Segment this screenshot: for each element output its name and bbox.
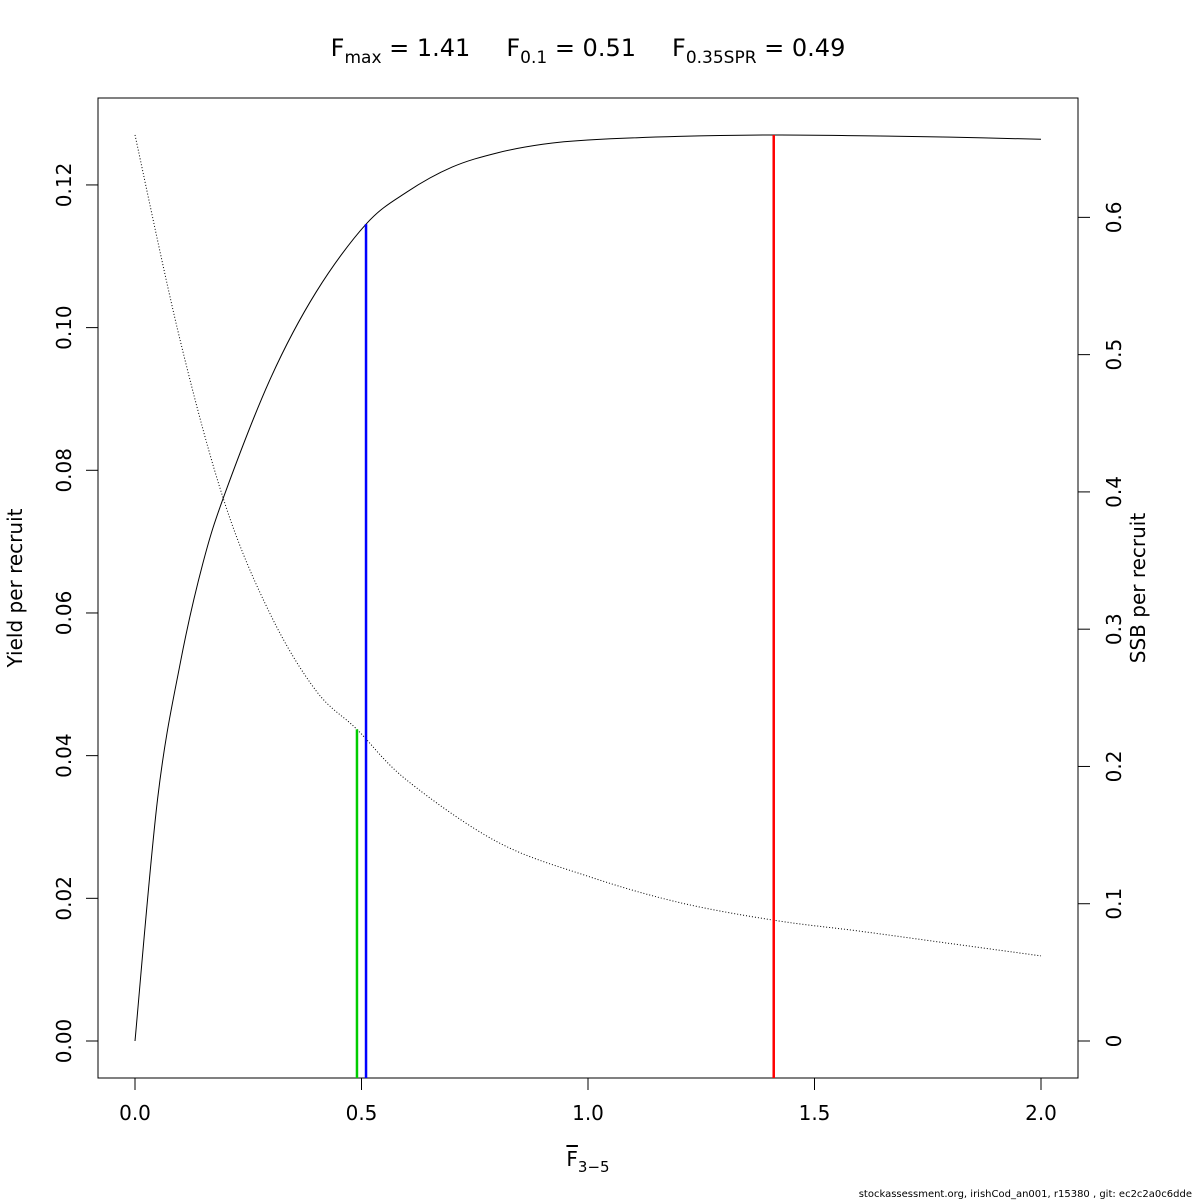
y-left-axis-label: Yield per recruit bbox=[3, 508, 27, 668]
y-left-tick-label: 0.12 bbox=[52, 163, 76, 208]
footnote: stockassessment.org, irishCod_an001, r15… bbox=[859, 1189, 1192, 1200]
x-tick-label: 0.0 bbox=[119, 1101, 151, 1125]
x-tick-label: 1.5 bbox=[799, 1101, 831, 1125]
y-right-axis-label: SSB per recruit bbox=[1126, 513, 1150, 664]
y-right-tick-label: 0.2 bbox=[1102, 751, 1126, 783]
y-right-axis: 0 0.1 0.2 0.3 0.4 0.5 0.6 bbox=[1077, 201, 1126, 1048]
y-left-axis: 0.00 0.02 0.04 0.06 0.08 0.10 0.12 bbox=[52, 163, 99, 1064]
reference-lines bbox=[355, 135, 775, 1078]
x-axis: 0.0 0.5 1.0 1.5 2.0 bbox=[119, 1077, 1057, 1125]
title-part: F bbox=[506, 34, 520, 62]
ssb-per-recruit-line bbox=[134, 134, 1042, 957]
title-value: = 1.41 bbox=[382, 34, 471, 62]
y-left-tick-label: 0.02 bbox=[52, 876, 76, 921]
y-right-tick-label: 0.5 bbox=[1102, 339, 1126, 371]
y-left-tick-label: 0.04 bbox=[52, 733, 76, 778]
y-right-tick-label: 0.4 bbox=[1102, 476, 1126, 508]
x-label-base: F bbox=[566, 1147, 578, 1171]
y-left-tick-label: 0.00 bbox=[52, 1019, 76, 1064]
x-tick-label: 0.5 bbox=[346, 1101, 378, 1125]
series-layer bbox=[134, 134, 1042, 1042]
y-left-tick-label: 0.10 bbox=[52, 305, 76, 350]
x-tick-label: 1.0 bbox=[572, 1101, 604, 1125]
y-right-tick-label: 0.3 bbox=[1102, 613, 1126, 645]
x-tick-label: 2.0 bbox=[1025, 1101, 1057, 1125]
title-subscript: max bbox=[344, 48, 381, 68]
x-axis-label: F3−5 bbox=[566, 1147, 609, 1176]
title-subscript: 0.1 bbox=[520, 48, 547, 68]
chart-title: Fmax = 1.41 F0.1 = 0.51 F0.35SPR = 0.49 bbox=[331, 34, 846, 68]
title-part: F bbox=[672, 34, 686, 62]
title-part: F bbox=[331, 34, 345, 62]
title-value: = 0.51 bbox=[547, 34, 636, 62]
y-right-tick-label: 0.1 bbox=[1102, 888, 1126, 920]
y-left-tick-label: 0.08 bbox=[52, 448, 76, 493]
y-right-tick-label: 0 bbox=[1102, 1035, 1126, 1048]
title-subscript: 0.35SPR bbox=[686, 48, 757, 68]
y-left-tick-label: 0.06 bbox=[52, 591, 76, 636]
yield-per-recruit-line bbox=[134, 134, 1042, 1042]
x-label-subscript: 3−5 bbox=[578, 1158, 610, 1176]
y-right-tick-label: 0.6 bbox=[1102, 201, 1126, 233]
plot-frame bbox=[97, 97, 1079, 1079]
title-value: = 0.49 bbox=[757, 34, 846, 62]
